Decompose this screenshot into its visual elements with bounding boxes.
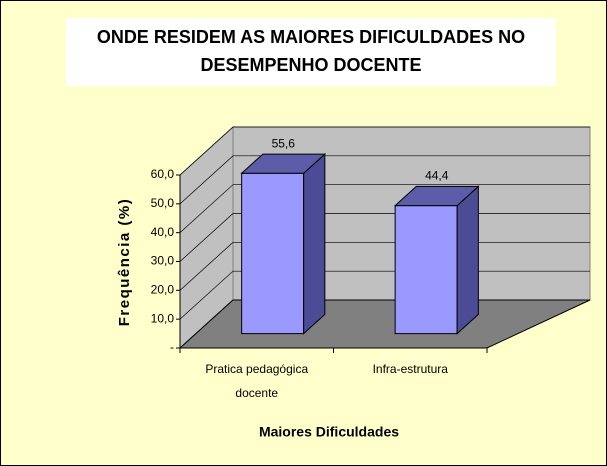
bar — [393, 185, 480, 335]
y-tick-label: 30,0 — [151, 254, 175, 268]
bar-top — [240, 153, 327, 174]
y-tick-label: 40,0 — [151, 225, 175, 239]
x-tick-label: Pratica pedagógica docente — [205, 362, 308, 400]
y-axis-title: Frequência (%) — [116, 198, 133, 327]
y-tick-label: 20,0 — [151, 283, 175, 297]
y-tick-label: 60,0 — [151, 167, 175, 181]
bar — [240, 152, 327, 335]
title-box — [66, 18, 556, 86]
bar-front — [394, 205, 458, 335]
chart-title: ONDE RESIDEM AS MAIORES DIFICULDADES NO D… — [97, 27, 525, 75]
bar-side — [303, 152, 326, 335]
y-tick-label: 50,0 — [151, 196, 175, 210]
bar-front — [241, 172, 305, 335]
grid-line — [179, 126, 590, 176]
data-label: 55,6 — [272, 136, 296, 150]
data-label: 44,4 — [425, 169, 449, 183]
bar-top — [393, 185, 480, 207]
x-tick-label: Infra-estrutura — [373, 362, 449, 376]
y-tick-label: 10,0 — [151, 311, 175, 325]
x-axis-title: Maiores Dificuldades — [259, 424, 399, 440]
y-tick-label: - — [170, 340, 174, 354]
grid-line — [179, 184, 590, 233]
grid-line — [179, 155, 590, 205]
bar-side — [456, 185, 479, 335]
